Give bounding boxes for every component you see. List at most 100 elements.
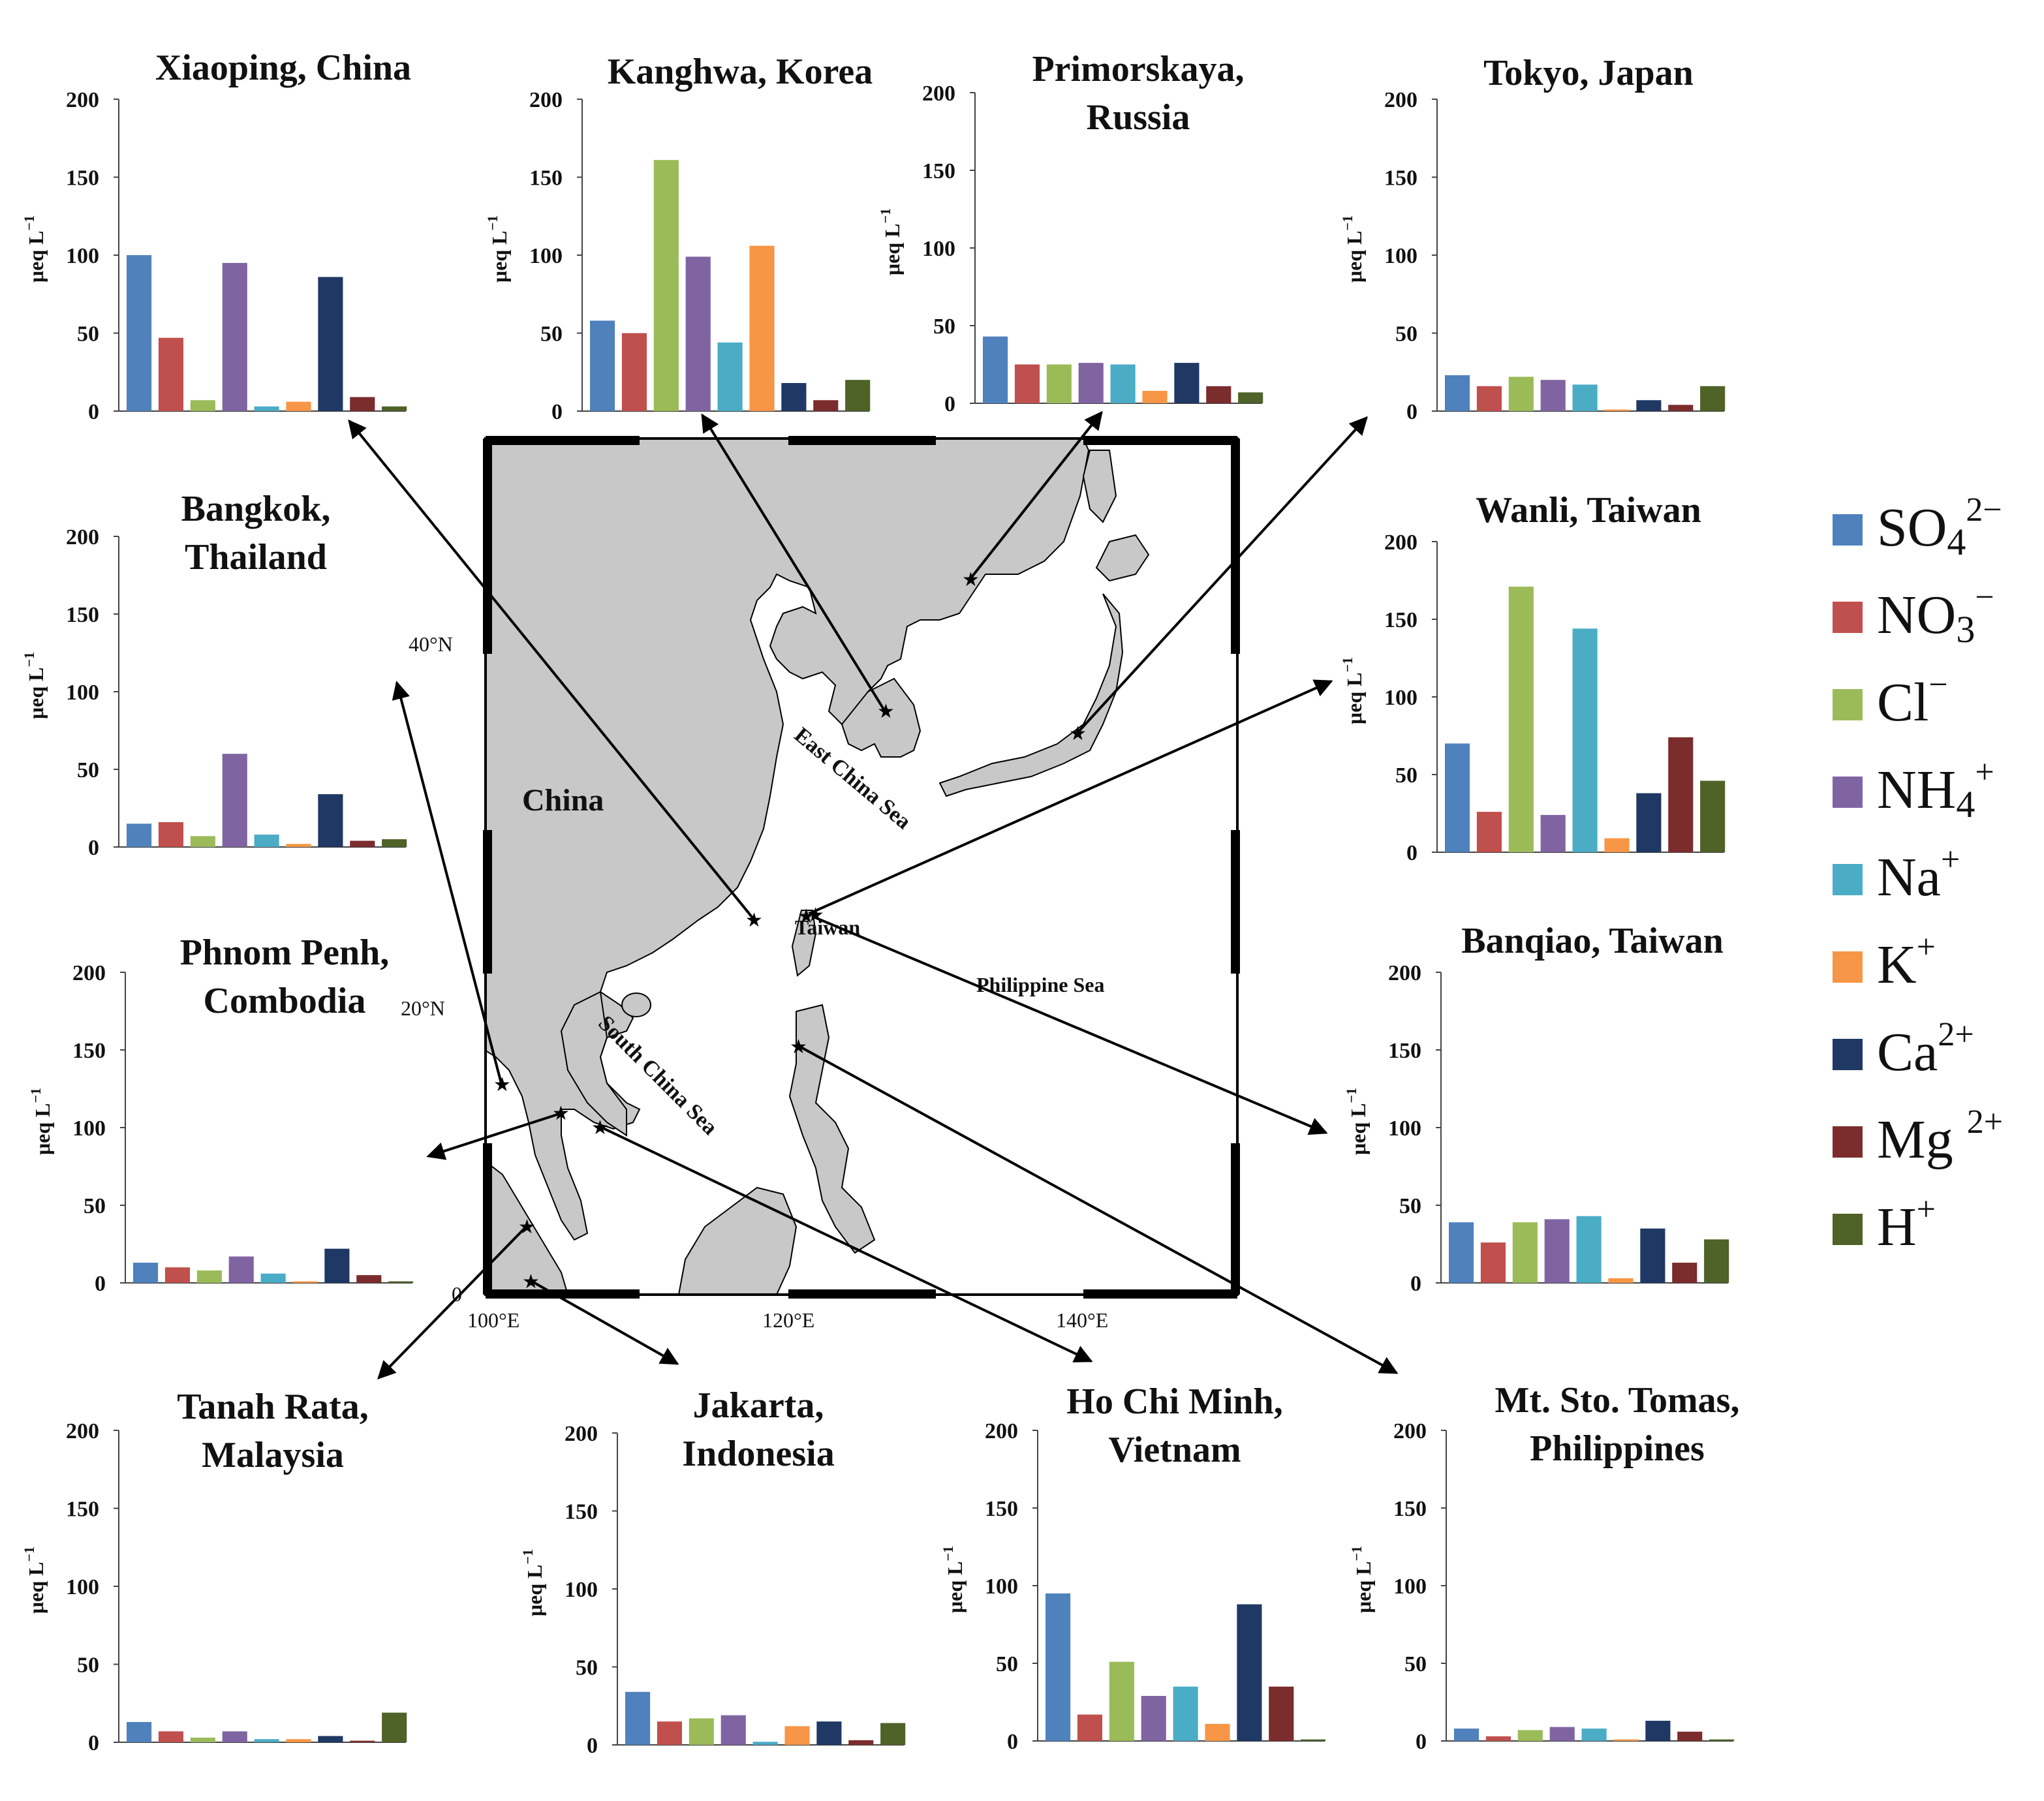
y-tick-label: 100 [66,681,99,705]
bar-nh4 [1540,380,1566,411]
y-tick-label: 0 [551,400,563,424]
bar-mg [1672,1263,1697,1283]
bar-k [1205,1723,1230,1741]
bar-na [1572,384,1598,411]
bar-k [292,1281,318,1283]
y-tick-label: 200 [66,88,99,112]
bar-h [845,380,871,411]
bar-nh4 [1078,363,1104,403]
y-tick-label: 200 [1393,1419,1427,1443]
y-tick-label: 0 [88,400,99,424]
y-tick-label: 200 [922,82,955,106]
bar-nh4 [222,1731,247,1742]
bar-so4 [127,255,152,411]
landmass-sakhalin [1082,450,1117,523]
chart-title: Mt. Sto. Tomas, [1495,1380,1740,1421]
bar-na [254,406,279,411]
bar-so4 [127,1721,152,1742]
y-tick-label: 150 [66,1498,99,1522]
bar-k [1608,1278,1634,1283]
y-tick-label: 200 [66,525,99,549]
landmass-taiwan [791,910,817,977]
legend-swatch [1833,777,1863,808]
y-axis-label: μeq L−1 [1348,1546,1375,1613]
landmass-japan [938,534,1150,797]
y-tick-label: 0 [1410,1272,1421,1296]
bar-no3 [1077,1714,1103,1741]
chart-title: Malaysia [202,1435,344,1475]
station-chart: Banqiao, Taiwan 0 50 100 150 200 μeq L−1 [1343,921,1729,1296]
landmass-indochina [560,991,627,1137]
legend-item: H+ [1833,1191,1936,1257]
bar-h [1709,1739,1735,1741]
bar-na [1581,1728,1607,1741]
bar-na [1576,1216,1602,1283]
bar-nh4 [228,1256,254,1283]
station-chart: Jakarta, Indonesia 0 50 100 150 200 μeq L−1 [519,1385,906,1758]
landmass-asia [485,438,1090,1241]
y-axis-label: μeq L−1 [877,208,904,275]
chart-title: Phnom Penh, [180,932,390,973]
y-tick-label: 200 [1384,88,1417,112]
bar-h [1700,780,1726,852]
bar-ca [318,794,343,847]
arrow-sto-tomas [797,1044,1399,1374]
bar-cl [1508,587,1534,852]
bar-mg [1206,386,1231,403]
bar-ca [1636,400,1662,411]
y-tick-label: 50 [996,1652,1018,1676]
bar-na [1110,364,1136,403]
y-tick-label: 0 [95,1272,106,1296]
legend-label: Cl− [1877,666,1948,733]
map: China East China Sea South China Sea Tai… [401,436,1240,1332]
map-label-china: China [522,783,604,818]
bar-h [382,406,407,411]
legend-label: Ca2+ [1877,1016,1974,1083]
legend-item: NO3− [1833,579,1994,651]
y-tick-label: 200 [1384,531,1417,555]
map-label-lat-40: 40°N [409,632,453,656]
bar-cl [1512,1222,1538,1283]
y-tick-label: 100 [72,1116,106,1141]
bar-k [286,401,311,411]
legend-label: Mg 2+ [1877,1103,2003,1170]
legend-item: Na+ [1833,841,1960,908]
bar-nh4 [1544,1219,1570,1283]
station-chart: Mt. Sto. Tomas, Philippines 0 50 100 150 200 μe… [1348,1380,1739,1754]
bar-cl [1508,377,1534,411]
bar-no3 [164,1267,191,1283]
chart-title: Russia [1087,97,1190,138]
y-axis-label: μeq L−1 [27,1088,54,1155]
y-tick-label: 150 [529,166,563,191]
y-tick-label: 150 [985,1497,1018,1521]
station-chart: Primorskaya, Russia 0 50 100 150 200 μeq L−1 [877,49,1263,416]
y-tick-label: 50 [933,315,955,339]
y-axis-label: μeq L−1 [21,652,48,719]
y-axis-label: μeq L−1 [21,1547,48,1614]
chart-title: Thailand [185,537,327,577]
chart-title: Tanah Rata, [177,1387,369,1427]
y-axis-label: μeq L−1 [1339,657,1366,724]
bar-mg [1668,405,1694,411]
bar-no3 [1014,364,1040,403]
bar-no3 [158,337,184,411]
map-label-lon-140: 140°E [1056,1308,1108,1332]
arrow-tokyo [1076,416,1368,735]
bar-ca [816,1721,842,1745]
station-chart: Phnom Penh, Combodia 0 50 100 150 200 μeq L−1 [27,932,414,1296]
y-tick-label: 0 [1406,841,1417,865]
y-tick-label: 50 [1399,1194,1421,1218]
bar-k [749,245,775,411]
arrow-tanah-rata [377,1224,529,1380]
bar-cl [689,1718,714,1745]
y-tick-label: 0 [944,392,955,416]
y-tick-label: 150 [922,159,955,183]
bar-no3 [158,822,184,847]
y-tick-label: 100 [1388,1116,1421,1141]
bar-cl [653,160,679,411]
bar-k [1142,390,1168,403]
legend-item: SO42− [1833,491,2002,563]
arrow-ho-chi-minh [598,1125,1093,1362]
bar-cl [190,1737,215,1742]
landmass-korea [841,677,921,758]
